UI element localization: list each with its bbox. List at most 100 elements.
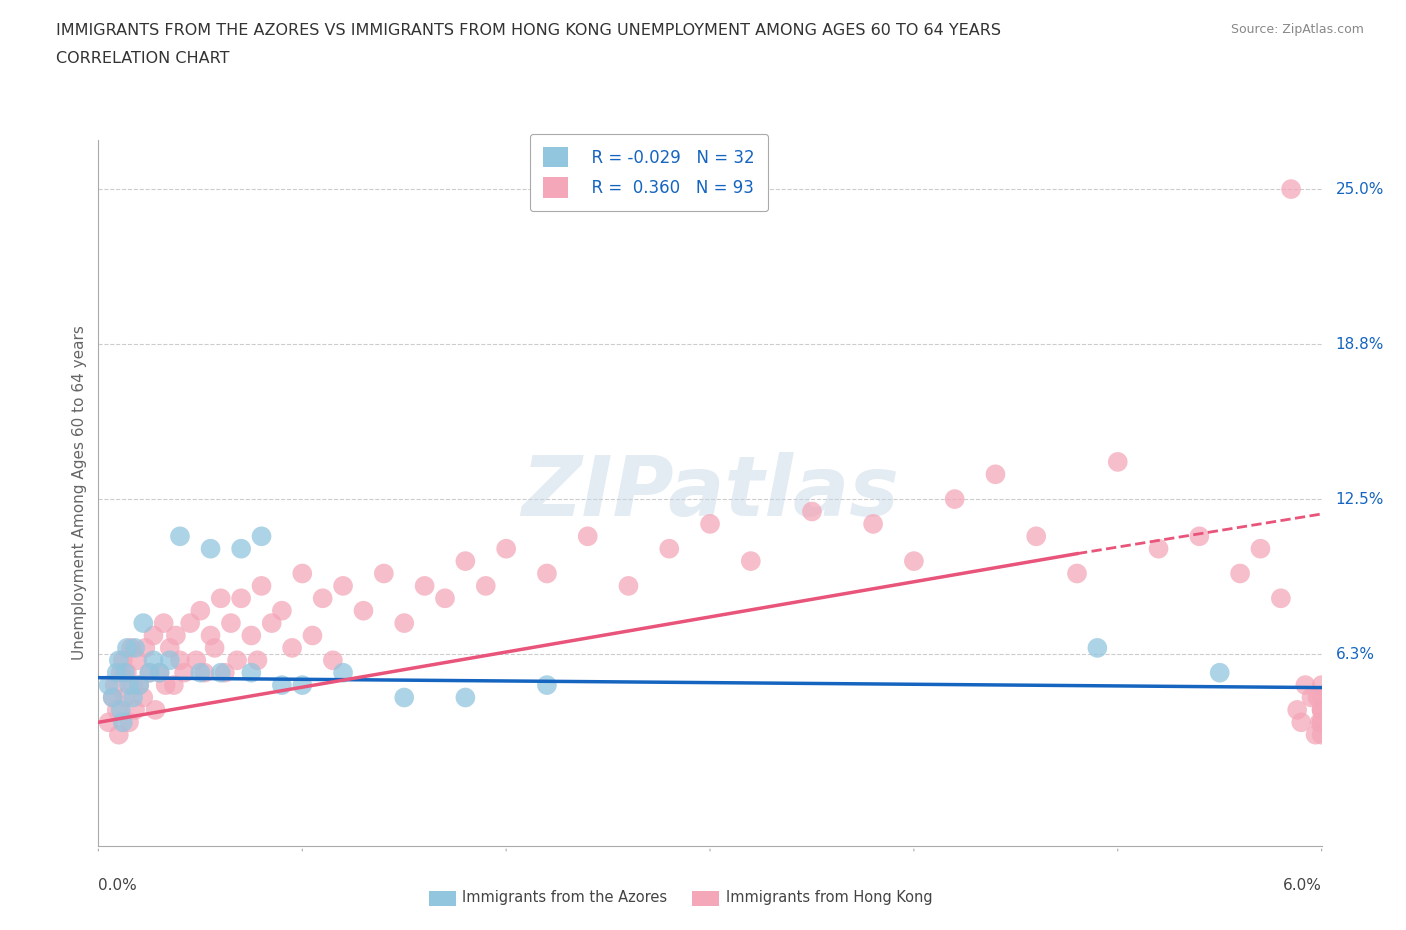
Point	[188, 604, 211, 618]
Point	[110, 702, 132, 717]
Point	[204, 641, 226, 656]
Point	[1305, 727, 1327, 742]
Text: 12.5%: 12.5%	[1336, 492, 1384, 507]
Bar	[429, 891, 456, 907]
Point	[1085, 641, 1108, 656]
Text: IMMIGRANTS FROM THE AZORES VS IMMIGRANTS FROM HONG KONG UNEMPLOYMENT AMONG AGES : IMMIGRANTS FROM THE AZORES VS IMMIGRANTS…	[56, 23, 1001, 38]
Point	[1147, 541, 1170, 556]
Point	[101, 690, 124, 705]
Point	[124, 641, 146, 656]
Point	[219, 616, 242, 631]
Point	[159, 641, 181, 656]
Point	[97, 715, 120, 730]
Point	[120, 641, 142, 656]
Point	[1310, 715, 1333, 730]
Point	[104, 678, 127, 693]
Point	[291, 678, 314, 693]
Text: CORRELATION CHART: CORRELATION CHART	[56, 51, 229, 66]
Point	[226, 653, 249, 668]
Point	[111, 653, 134, 668]
Text: 25.0%: 25.0%	[1336, 181, 1384, 196]
Point	[101, 690, 124, 705]
Point	[1309, 715, 1331, 730]
Point	[1286, 702, 1309, 717]
Point	[454, 690, 477, 705]
Text: Immigrants from Hong Kong: Immigrants from Hong Kong	[725, 890, 932, 906]
Point	[138, 665, 160, 680]
Point	[1291, 715, 1313, 730]
Point	[122, 678, 145, 693]
Point	[142, 628, 165, 643]
Point	[229, 591, 253, 605]
Point	[105, 702, 128, 717]
Point	[132, 690, 155, 705]
Point	[1188, 529, 1211, 544]
Point	[260, 616, 283, 631]
Point	[1025, 529, 1047, 544]
Point	[128, 678, 150, 693]
Point	[186, 653, 208, 668]
Point	[114, 690, 136, 705]
Point	[862, 516, 884, 531]
Point	[200, 628, 222, 643]
Point	[332, 578, 354, 593]
Text: Source: ZipAtlas.com: Source: ZipAtlas.com	[1230, 23, 1364, 36]
Point	[152, 616, 174, 631]
Point	[576, 529, 599, 544]
Point	[474, 578, 498, 593]
Point	[149, 665, 172, 680]
Point	[984, 467, 1007, 482]
Point	[97, 678, 120, 693]
Text: 6.3%: 6.3%	[1336, 646, 1375, 661]
Point	[110, 665, 132, 680]
Point	[1310, 690, 1333, 705]
Point	[617, 578, 640, 593]
Point	[352, 604, 374, 618]
Point	[250, 578, 273, 593]
Point	[1310, 727, 1333, 742]
Point	[214, 665, 236, 680]
Point	[1066, 566, 1088, 581]
Point	[740, 553, 762, 568]
Point	[105, 665, 128, 680]
Point	[301, 628, 323, 643]
Point	[1310, 702, 1333, 717]
Point	[1294, 678, 1316, 693]
Bar	[692, 891, 718, 907]
Point	[322, 653, 344, 668]
Point	[1310, 702, 1333, 717]
Point	[209, 591, 232, 605]
Point	[270, 678, 292, 693]
Point	[108, 653, 131, 668]
Point	[149, 665, 172, 680]
Point	[138, 665, 160, 680]
Point	[179, 616, 201, 631]
Point	[134, 641, 156, 656]
Point	[114, 665, 136, 680]
Point	[142, 653, 165, 668]
Point	[1301, 690, 1323, 705]
Point	[127, 653, 149, 668]
Point	[229, 541, 253, 556]
Point	[495, 541, 517, 556]
Point	[118, 715, 141, 730]
Point	[145, 702, 167, 717]
Point	[1310, 715, 1333, 730]
Legend:   R = -0.029   N = 32,   R =  0.360   N = 93: R = -0.029 N = 32, R = 0.360 N = 93	[530, 134, 768, 211]
Point	[115, 641, 138, 656]
Text: 18.8%: 18.8%	[1336, 337, 1384, 352]
Point	[658, 541, 681, 556]
Point	[108, 727, 131, 742]
Point	[124, 702, 146, 717]
Text: 0.0%: 0.0%	[98, 878, 138, 893]
Point	[332, 665, 354, 680]
Point	[270, 604, 292, 618]
Point	[413, 578, 436, 593]
Point	[169, 653, 191, 668]
Point	[1279, 181, 1302, 196]
Point	[193, 665, 215, 680]
Point	[246, 653, 269, 668]
Point	[240, 665, 263, 680]
Point	[173, 665, 195, 680]
Point	[240, 628, 263, 643]
